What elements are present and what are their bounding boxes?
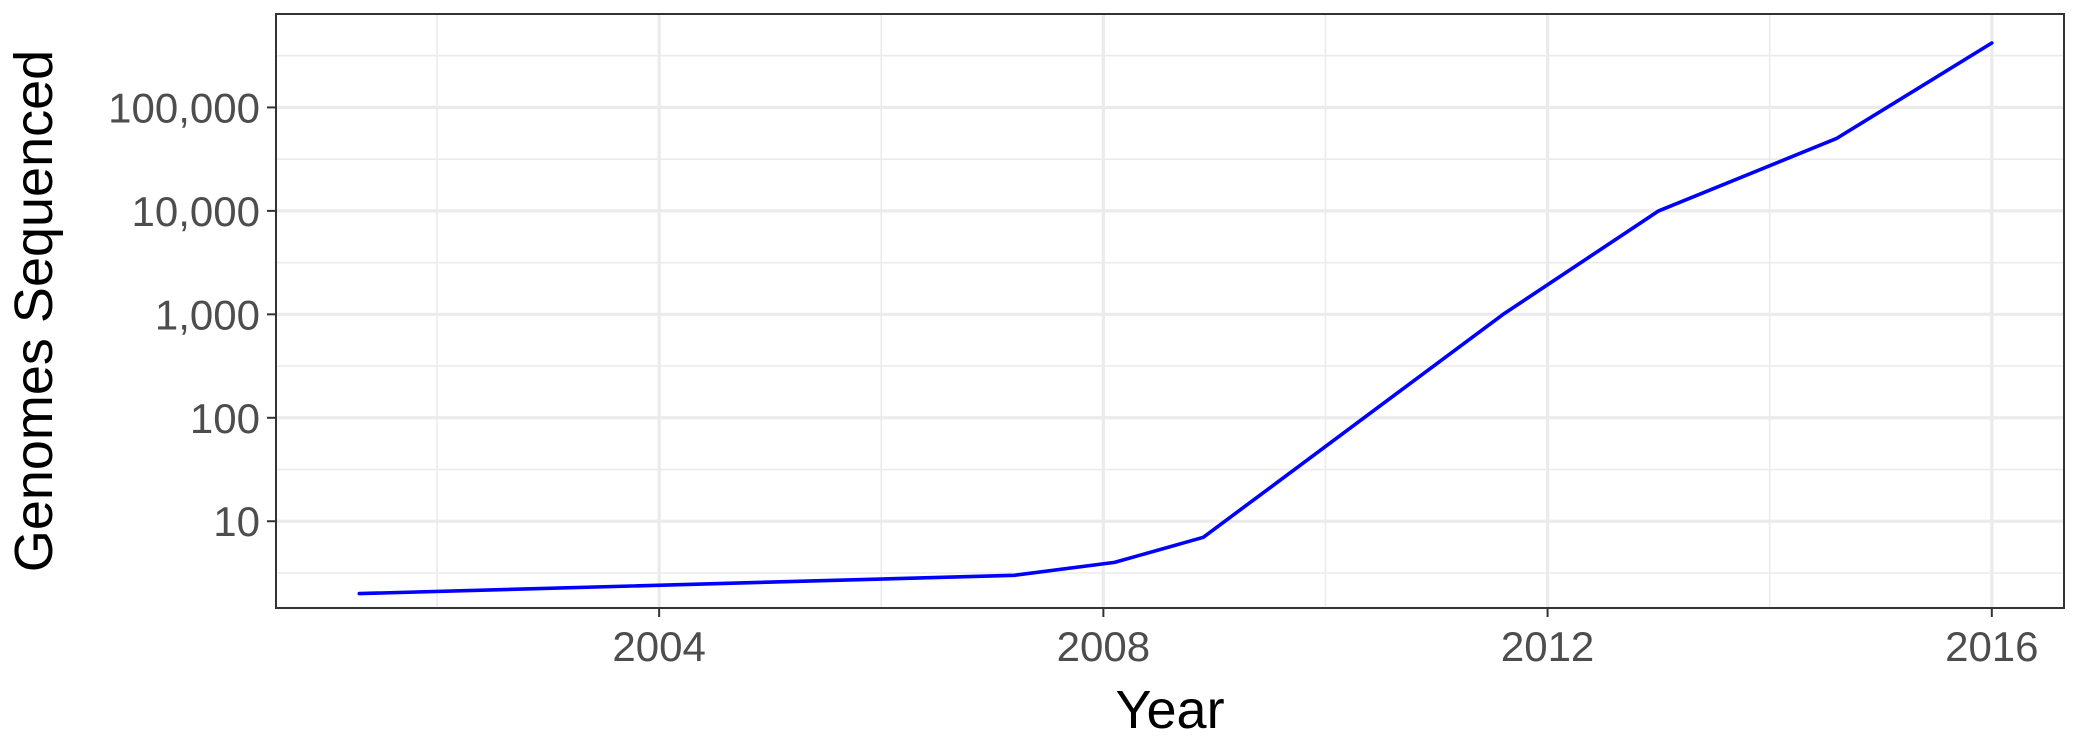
y-tick-label: 100,000 [108,84,260,131]
y-axis-title: Genomes Sequenced [4,50,64,572]
y-tick-label: 10,000 [132,188,260,235]
series-layer [357,41,1994,596]
x-tick-label: 2004 [612,623,705,670]
x-tick-label: 2012 [1501,623,1594,670]
x-tick-label: 2008 [1057,623,1150,670]
x-axis: 2004 2008 2012 2016 [612,608,2039,670]
y-tick-label: 1,000 [155,291,260,338]
x-tick-label: 2016 [1945,623,2038,670]
minor-gridlines [276,14,2064,608]
y-tick-label: 10 [213,498,260,545]
major-gridlines [276,14,2064,608]
x-axis-title: Year [1115,680,1224,739]
plot-panel-border [275,13,2065,609]
series-line [357,41,1994,596]
y-tick-label: 100 [190,395,260,442]
plot-panel-background [276,14,2064,608]
y-axis: 10 100 1,000 10,000 100,000 [108,84,276,545]
